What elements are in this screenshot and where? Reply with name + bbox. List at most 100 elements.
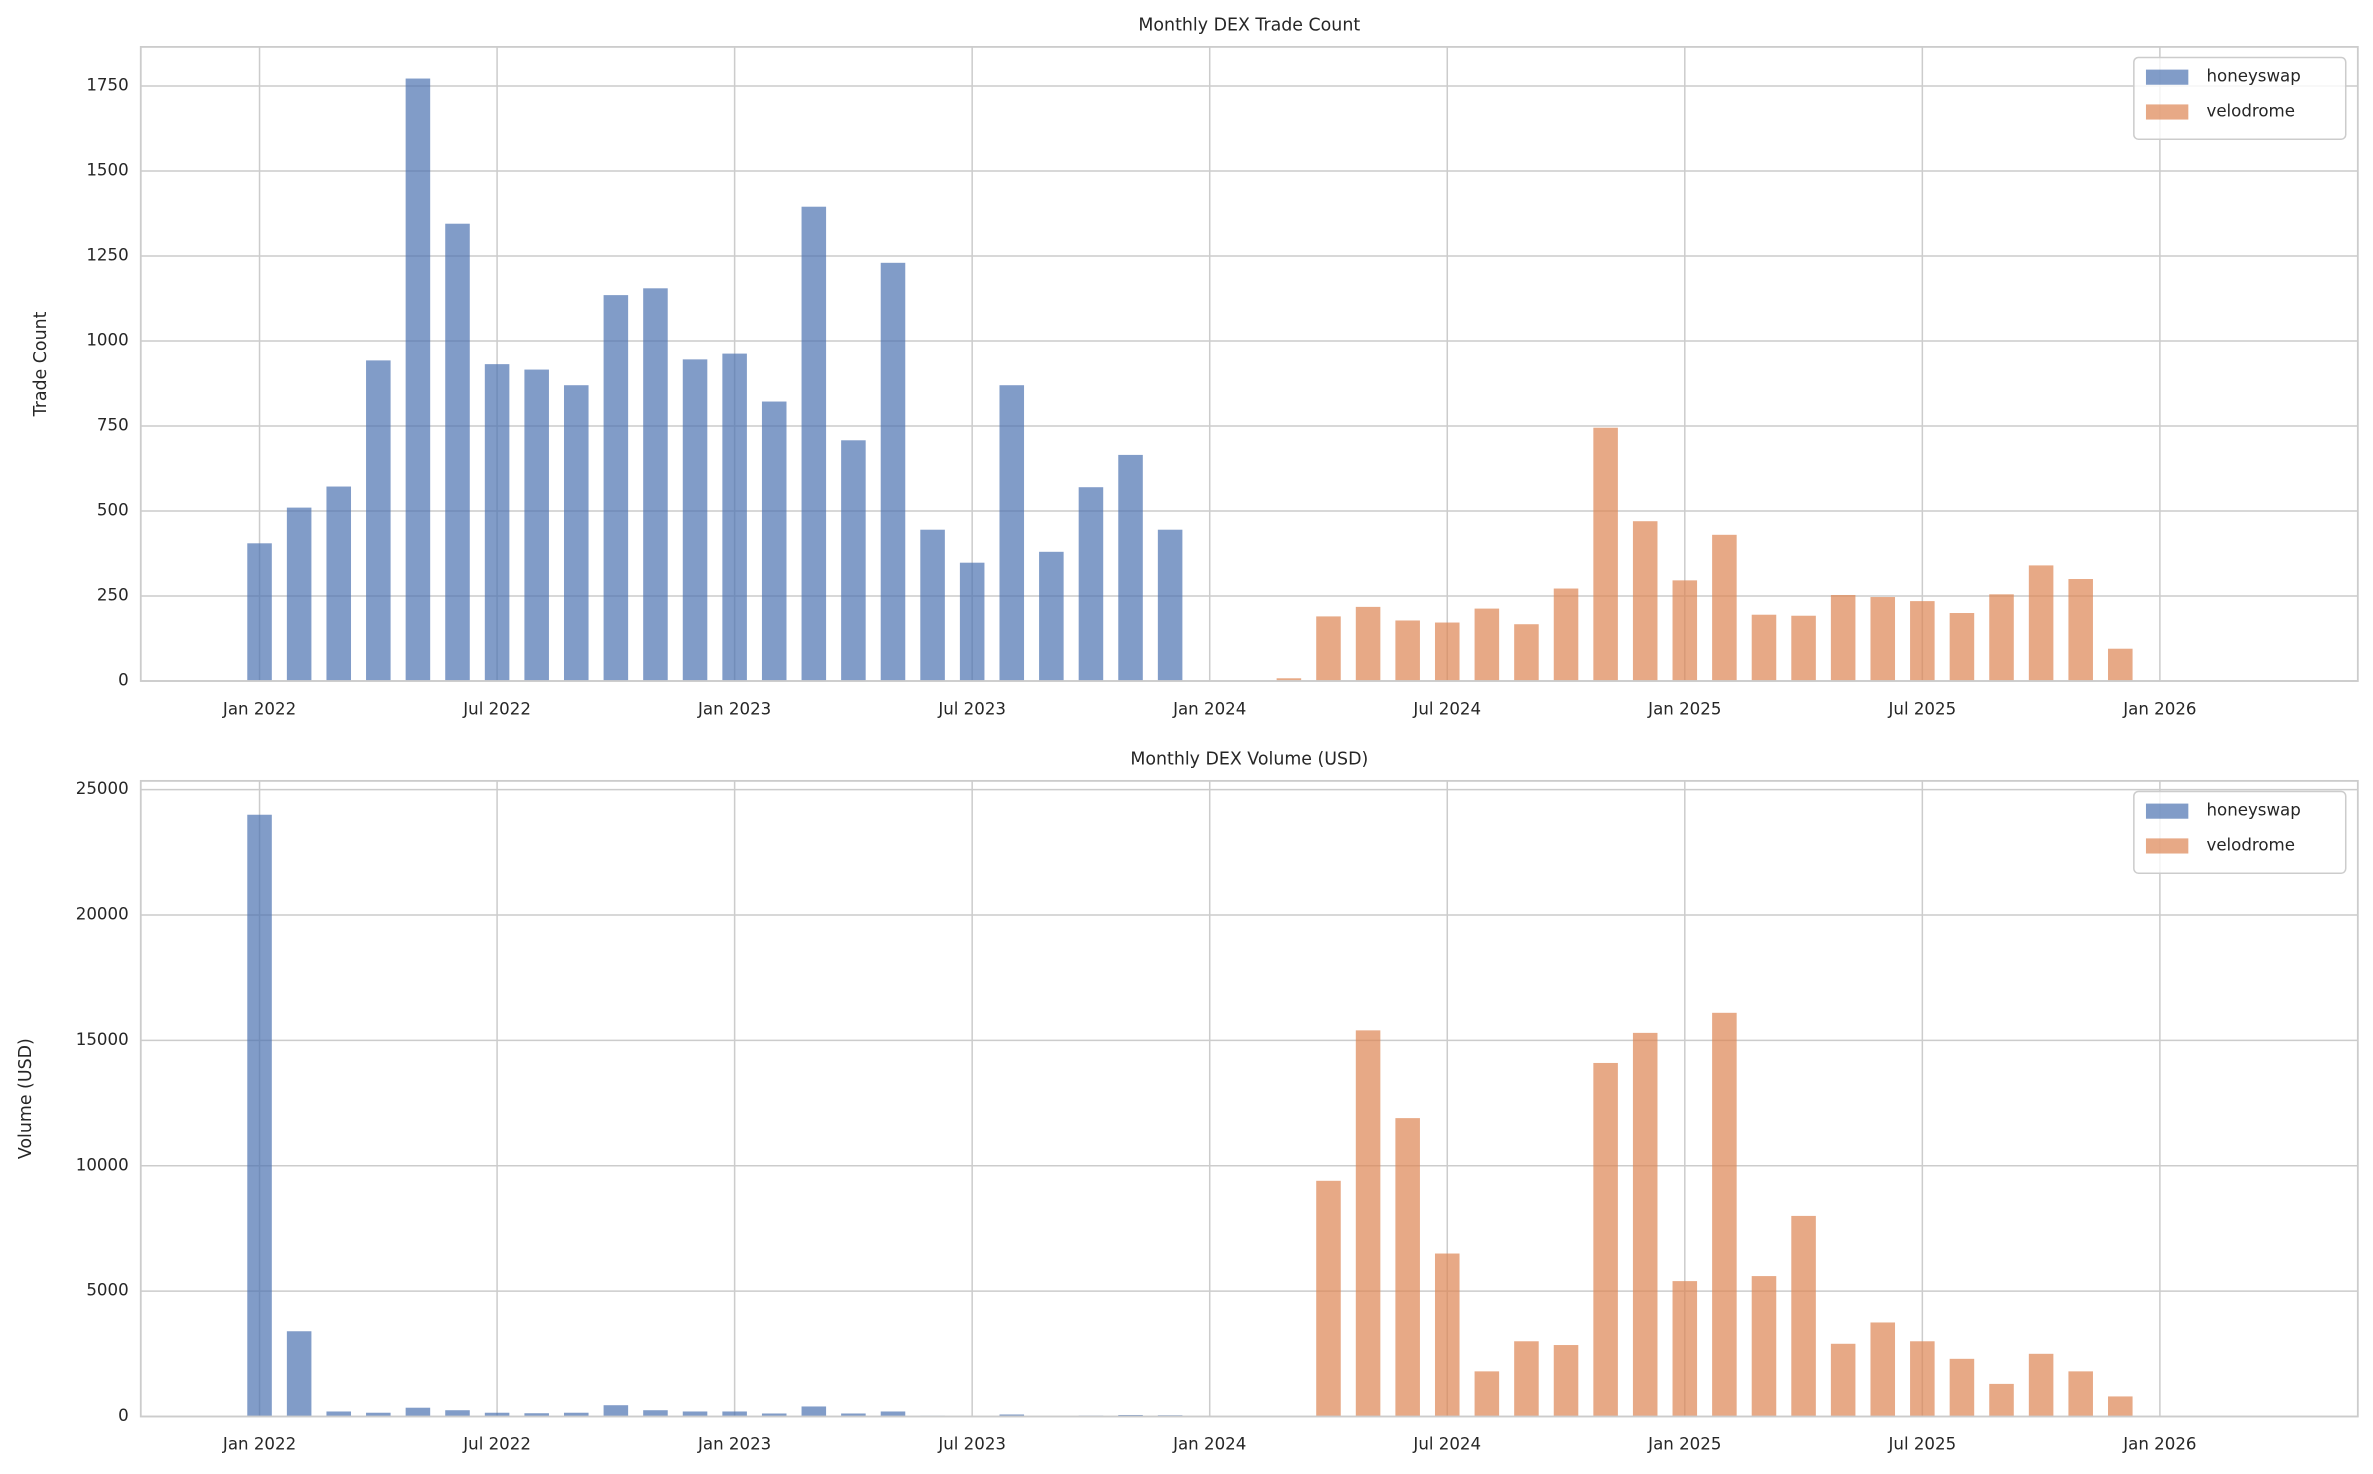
chart-title: Monthly DEX Trade Count [1138, 16, 1360, 36]
bar [2068, 1371, 2093, 1417]
bar [1830, 594, 1856, 682]
y-tick-label: 10000 [76, 1155, 129, 1174]
y-tick-label: 5000 [86, 1281, 128, 1300]
bar [1474, 1371, 1500, 1417]
bar [841, 1413, 866, 1417]
legend-label: velodrome [2206, 835, 2294, 854]
bar [1553, 1345, 1579, 1417]
bar [445, 223, 470, 682]
bar [1514, 1341, 1539, 1417]
y-tick-label: 500 [97, 501, 129, 520]
bar [524, 1413, 549, 1417]
bar [563, 1412, 589, 1417]
y-tick-label: 25000 [76, 779, 129, 798]
bar [366, 360, 391, 682]
legend-swatch [2145, 803, 2189, 819]
bar [1751, 1276, 1777, 1417]
legend-swatch [2145, 838, 2189, 854]
x-tick-label: Jul 2022 [462, 699, 531, 718]
bar [1039, 551, 1064, 682]
x-tick-label: Jan 2023 [697, 699, 771, 718]
bar [643, 1410, 668, 1417]
bar [1276, 678, 1302, 682]
y-tick-label: 250 [97, 586, 129, 605]
bar [366, 1412, 391, 1417]
bar [286, 1331, 312, 1417]
bar [1395, 1118, 1420, 1417]
plot-area [140, 46, 2358, 682]
y-tick-label: 1000 [86, 331, 128, 350]
bar [2028, 1353, 2054, 1417]
bar [1316, 1180, 1341, 1417]
bar [1355, 606, 1381, 682]
legend-label: honeyswap [2206, 801, 2300, 820]
x-tick-label: Jul 2024 [1412, 699, 1481, 718]
x-tick-label: Jan 2023 [697, 1435, 771, 1454]
bar [247, 814, 272, 1417]
bar [603, 295, 629, 682]
bar [761, 401, 787, 682]
bar [1593, 427, 1618, 682]
bar [1672, 580, 1698, 682]
bar [920, 529, 945, 682]
x-tick-label: Jul 2025 [1888, 1435, 1957, 1454]
y-tick-label: 20000 [76, 905, 129, 924]
axes-frame [139, 779, 2359, 1418]
bar [1514, 624, 1539, 682]
y-tick-label: 1750 [86, 76, 128, 95]
axes-frame [139, 46, 2359, 682]
bar [1910, 1341, 1935, 1417]
bar [801, 206, 827, 682]
bar [2068, 579, 2093, 682]
bar [326, 486, 352, 682]
x-tick-label: Jan 2022 [222, 699, 296, 718]
y-axis-label: Volume (USD) [16, 1038, 36, 1159]
bar [643, 288, 668, 682]
bar [761, 1413, 787, 1417]
bar [841, 440, 866, 682]
bar [484, 1412, 510, 1417]
x-tick-label: Jul 2024 [1412, 1435, 1481, 1454]
y-tick-label: 15000 [76, 1030, 129, 1049]
bar [1791, 615, 1816, 682]
bar [1157, 529, 1183, 682]
bar [1355, 1030, 1381, 1417]
x-tick-label: Jan 2024 [1172, 699, 1246, 718]
bar [1672, 1281, 1698, 1417]
bar [722, 1411, 747, 1417]
bar [247, 543, 272, 682]
bar [2108, 1396, 2133, 1417]
x-tick-label: Jan 2022 [222, 1435, 296, 1454]
bar [1553, 588, 1579, 682]
bar [1434, 1253, 1460, 1417]
bar [1949, 1358, 1975, 1417]
bar [1316, 616, 1341, 682]
bar [1751, 614, 1777, 682]
x-tick-label: Jan 2026 [2122, 699, 2196, 718]
x-tick-label: Jul 2023 [937, 1435, 1006, 1454]
x-tick-label: Jul 2023 [937, 699, 1006, 718]
bar [722, 353, 747, 682]
y-axis-label: Trade Count [31, 311, 51, 417]
bar [1910, 601, 1935, 682]
bar [1949, 613, 1975, 682]
chart-title: Monthly DEX Volume (USD) [1130, 750, 1368, 770]
x-tick-label: Jul 2025 [1888, 699, 1957, 718]
bar [959, 562, 985, 682]
bar [1632, 1032, 1658, 1417]
bar [682, 359, 708, 682]
plot-area [140, 780, 2358, 1417]
legend-label: velodrome [2206, 101, 2294, 120]
bar [2028, 565, 2054, 682]
x-tick-label: Jan 2026 [2122, 1435, 2196, 1454]
legend-swatch [2145, 104, 2189, 120]
y-tick-label: 1250 [86, 246, 128, 265]
bar [880, 262, 906, 682]
x-tick-label: Jan 2025 [1647, 1435, 1721, 1454]
y-tick-label: 0 [118, 1406, 129, 1425]
bar [484, 364, 510, 682]
bar [405, 78, 431, 682]
bar [880, 1411, 906, 1417]
bar [999, 1414, 1025, 1417]
